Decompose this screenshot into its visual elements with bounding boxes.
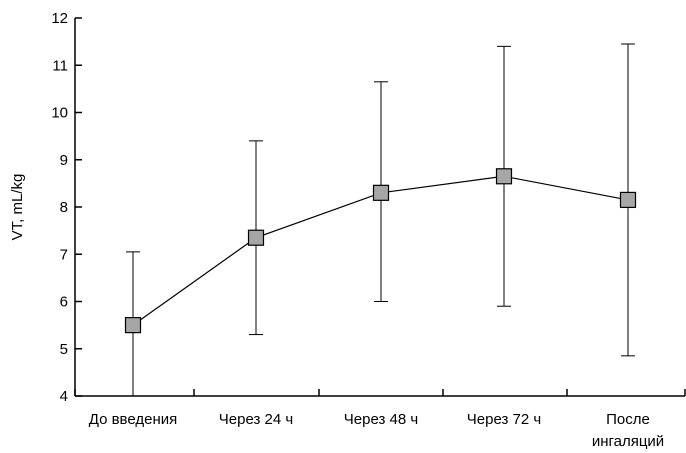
data-point <box>495 168 513 185</box>
y-tick-label: 11 <box>52 57 68 74</box>
y-tick-label: 5 <box>60 341 68 358</box>
x-tick-label-line: Через 24 ч <box>219 411 293 428</box>
x-ticks: До введения Через 24 ч Через 48 ч Через 72 … <box>74 389 686 450</box>
x-tick-label: До введения <box>89 411 178 428</box>
data-point <box>372 184 390 201</box>
x-tick-label-line: До введения <box>89 411 178 428</box>
y-axis: 4 5 6 7 8 9 10 11 12 VT, mL/kg <box>9 10 82 405</box>
y-tick-label: 8 <box>60 199 68 216</box>
y-tick-label: 12 <box>51 10 68 27</box>
data-point <box>247 229 265 246</box>
x-tick-label-line: Через 72 ч <box>467 411 541 428</box>
data-point <box>124 317 142 334</box>
x-axis: До введения Через 24 ч Через 48 ч Через 72 … <box>74 389 686 450</box>
x-tick-label: Через 48 ч <box>344 411 418 428</box>
y-tick-label: 6 <box>60 294 68 311</box>
x-tick-label: Через 24 ч <box>219 411 293 428</box>
y-tick-label: 4 <box>60 388 68 405</box>
x-tick-label-line: ингаляций <box>592 433 664 450</box>
plot-area <box>124 43 637 396</box>
y-tick-label: 7 <box>60 246 68 263</box>
x-tick-label: После ингаляций <box>592 411 664 450</box>
x-tick-label-line: Через 48 ч <box>344 411 418 428</box>
x-tick-label: Через 72 ч <box>467 411 541 428</box>
y-tick-label: 10 <box>51 105 68 122</box>
y-axis-title: VT, mL/kg <box>9 174 26 241</box>
x-tick-label-line: После <box>606 411 650 428</box>
data-point <box>619 191 637 209</box>
y-ticks: 4 5 6 7 8 9 10 11 12 <box>51 10 82 405</box>
y-tick-label: 9 <box>60 152 68 169</box>
